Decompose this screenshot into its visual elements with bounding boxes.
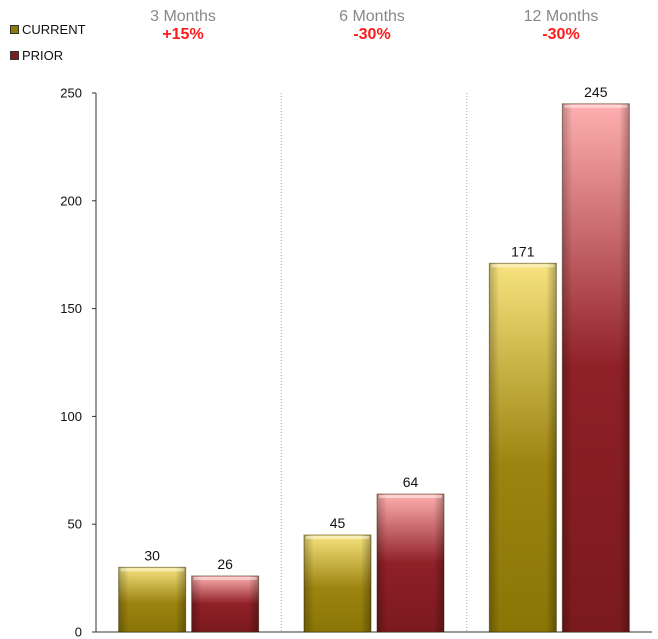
bar-prior-1 (376, 493, 445, 633)
bar-current-0 (118, 566, 187, 633)
legend-item-prior: PRIOR (10, 48, 86, 63)
legend-swatch-prior (10, 51, 19, 60)
y-tick-label: 200 (60, 193, 82, 208)
column-title: 12 Months (523, 8, 599, 25)
data-label: 245 (584, 84, 608, 100)
bars-layer (118, 103, 630, 633)
legend-swatch-current (10, 25, 19, 34)
bar-prior-2 (561, 103, 630, 633)
column-header-6-months: 6 Months -30% (297, 8, 447, 44)
legend: CURRENT PRIOR (10, 22, 86, 74)
data-labels-layer: 30 26 45 64 171 245 (144, 84, 607, 572)
y-tick-label: 100 (60, 409, 82, 424)
y-tick-label: 250 (60, 86, 82, 101)
data-label: 30 (144, 547, 160, 563)
y-tick-label: 50 (68, 517, 82, 532)
change-percent: -30% (353, 26, 391, 43)
bar-current-1 (303, 534, 372, 633)
legend-label-current: CURRENT (22, 22, 86, 37)
column-title: 6 Months (339, 8, 405, 25)
change-percent: -30% (542, 26, 580, 43)
change-percent: +15% (162, 26, 204, 43)
y-tick-label: 150 (60, 301, 82, 316)
column-title: 3 Months (150, 8, 216, 25)
data-label: 26 (217, 556, 233, 572)
column-header-12-months: 12 Months -30% (486, 8, 636, 44)
data-label: 64 (403, 474, 419, 490)
legend-item-current: CURRENT (10, 22, 86, 37)
bar-current-2 (488, 262, 557, 633)
y-tick-label: 0 (75, 625, 82, 639)
bar-prior-0 (191, 575, 260, 633)
column-header-3-months: 3 Months +15% (108, 8, 258, 44)
data-label: 45 (330, 515, 346, 531)
axes-layer: 0 50 100 150 200 250 (60, 86, 652, 639)
legend-label-prior: PRIOR (22, 48, 64, 63)
data-label: 171 (511, 243, 535, 259)
